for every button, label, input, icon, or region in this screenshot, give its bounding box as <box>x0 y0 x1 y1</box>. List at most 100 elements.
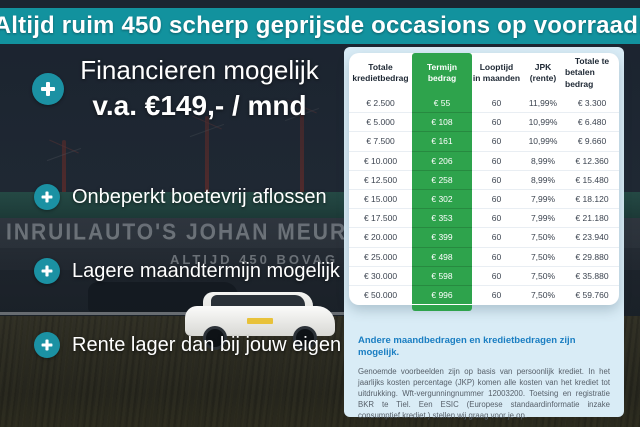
plus-icon <box>34 332 60 358</box>
financing-panel: Totale kredietbedrag Termijn bedrag Loop… <box>344 47 624 420</box>
feature-label: Rente lager dan bij jouw eigen bank <box>72 333 390 356</box>
table-row: € 25.000 € 498 60 7,50% € 29.880 <box>349 246 619 266</box>
hero-subtitle: v.a. €149,- / mnd <box>92 90 307 121</box>
cell-looptijd: 60 <box>472 246 521 266</box>
cell-kredietbedrag: € 12.500 <box>349 169 412 189</box>
cell-jpk: 7,99% <box>521 208 565 227</box>
plus-icon <box>34 258 60 284</box>
cell-totaal: € 18.120 <box>565 188 619 208</box>
cell-totaal: € 29.880 <box>565 246 619 266</box>
disclaimer-heading: Andere maandbedragen en kredietbedragen … <box>358 335 576 359</box>
cell-looptijd: 60 <box>472 169 521 189</box>
feature-item: Rente lager dan bij jouw eigen bank <box>0 332 390 358</box>
cell-termijnbedrag: € 258 <box>412 169 472 189</box>
cell-looptijd: 60 <box>472 284 521 304</box>
table-row: € 2.500 € 55 60 11,99% € 3.300 <box>349 93 619 113</box>
cell-kredietbedrag: € 50.000 <box>349 284 412 304</box>
plus-glyph <box>41 339 53 351</box>
cell-jpk: 7,50% <box>521 246 565 266</box>
cell-totaal: € 35.880 <box>565 265 619 285</box>
cell-kredietbedrag: € 7.500 <box>349 131 412 150</box>
cell-jpk: 7,50% <box>521 227 565 246</box>
cell-kredietbedrag: € 15.000 <box>349 188 412 208</box>
banner-underline <box>0 44 640 47</box>
plus-glyph <box>41 191 53 203</box>
cell-totaal: € 59.760 <box>565 284 619 304</box>
feature-item: Onbeperkt boetevrij aflossen <box>0 184 345 210</box>
table-row: € 5.000 € 108 60 10,99% € 6.480 <box>349 112 619 132</box>
financing-table-card: Totale kredietbedrag Termijn bedrag Loop… <box>349 53 619 311</box>
table-row: € 12.500 € 258 60 8,99% € 15.480 <box>349 169 619 189</box>
cell-jpk: 10,99% <box>521 131 565 150</box>
photo-white-suv <box>185 292 335 350</box>
banner-text: Altijd ruim 450 scherp geprijsde occasio… <box>0 12 640 39</box>
header-kredietbedrag: Totale kredietbedrag <box>352 61 409 83</box>
cell-kredietbedrag: € 10.000 <box>349 150 412 170</box>
hero-title: Financieren mogelijk <box>80 55 319 85</box>
cell-totaal: € 12.360 <box>565 150 619 170</box>
cell-totaal: € 21.180 <box>565 208 619 227</box>
cell-termijnbedrag: € 996 <box>412 284 472 305</box>
feature-item: Lagere maandtermijn mogelijk <box>0 258 345 284</box>
cell-looptijd: 60 <box>472 112 521 131</box>
table-row: € 17.500 € 353 60 7,99% € 21.180 <box>349 208 619 228</box>
cell-totaal: € 9.660 <box>565 131 619 150</box>
photo-license-plate <box>247 318 273 324</box>
cell-jpk: 8,99% <box>521 150 565 170</box>
cell-totaal: € 23.940 <box>565 227 619 246</box>
top-banner: Altijd ruim 450 scherp geprijsde occasio… <box>0 8 640 44</box>
table-row: € 30.000 € 598 60 7,50% € 35.880 <box>349 265 619 285</box>
cell-kredietbedrag: € 2.500 <box>366 97 395 108</box>
table-body: € 2.500 € 55 60 11,99% € 3.300 € 5.000 €… <box>349 93 619 305</box>
table-row: € 20.000 € 399 60 7,50% € 23.940 <box>349 227 619 247</box>
plus-icon <box>32 72 64 105</box>
green-column-tab <box>412 305 472 311</box>
cell-totaal: € 15.480 <box>565 169 619 189</box>
cell-jpk: 10,99% <box>521 112 565 131</box>
table-header-row: Totale kredietbedrag Termijn bedrag Loop… <box>349 53 619 93</box>
plus-icon <box>34 184 60 210</box>
table-row: € 10.000 € 206 60 8,99% € 12.360 <box>349 150 619 170</box>
table-row: € 7.500 € 161 60 10,99% € 9.660 <box>349 131 619 151</box>
disclaimer-block: Andere maandbedragen en kredietbedragen … <box>358 335 610 427</box>
cell-termijnbedrag: € 108 <box>412 112 472 132</box>
cell-looptijd: 60 <box>472 265 521 285</box>
cell-termijnbedrag: € 206 <box>412 150 472 170</box>
cell-termijnbedrag: € 302 <box>412 188 472 209</box>
disclaimer-body: Genoemde voorbeelden zijn op basis van p… <box>358 366 610 420</box>
header-looptijd: Looptijd in maanden <box>472 61 521 83</box>
cell-termijnbedrag: € 161 <box>412 131 472 151</box>
cell-termijnbedrag: € 353 <box>412 208 472 228</box>
cell-looptijd: 60 <box>491 97 502 108</box>
cell-termijnbedrag: € 399 <box>412 227 472 247</box>
plus-glyph <box>41 81 55 96</box>
cell-looptijd: 60 <box>472 131 521 150</box>
cell-termijnbedrag: € 55 <box>412 93 472 113</box>
cell-jpk: 8,99% <box>521 169 565 189</box>
header-totaal: Totale te betalen bedrag <box>565 56 610 89</box>
top-border-strip <box>0 0 640 8</box>
cell-looptijd: 60 <box>472 150 521 170</box>
cell-totaal: € 6.480 <box>565 112 619 131</box>
feature-label: Onbeperkt boetevrij aflossen <box>72 185 327 208</box>
cell-kredietbedrag: € 17.500 <box>349 208 412 227</box>
cell-jpk: 7,50% <box>521 284 565 304</box>
cell-jpk: 7,99% <box>521 188 565 208</box>
cell-termijnbedrag: € 498 <box>412 246 472 266</box>
cell-jpk: 7,50% <box>521 265 565 285</box>
table-row: € 15.000 € 302 60 7,99% € 18.120 <box>349 188 619 209</box>
table-row: € 50.000 € 996 60 7,50% € 59.760 <box>349 284 619 305</box>
hero-feature: Financieren mogelijk v.a. €149,- / mnd <box>0 55 345 122</box>
cell-looptijd: 60 <box>472 188 521 208</box>
feature-label: Lagere maandtermijn mogelijk <box>72 259 340 282</box>
cell-jpk: 11,99% <box>528 97 558 108</box>
header-jpk: JPK (rente) <box>529 61 557 83</box>
cell-looptijd: 60 <box>472 227 521 246</box>
cell-kredietbedrag: € 25.000 <box>349 246 412 266</box>
cell-kredietbedrag: € 20.000 <box>349 227 412 246</box>
header-termijnbedrag: Termijn bedrag <box>412 53 472 93</box>
cell-totaal: € 3.300 <box>577 97 607 108</box>
plus-glyph <box>41 265 53 277</box>
cell-kredietbedrag: € 5.000 <box>349 112 412 131</box>
